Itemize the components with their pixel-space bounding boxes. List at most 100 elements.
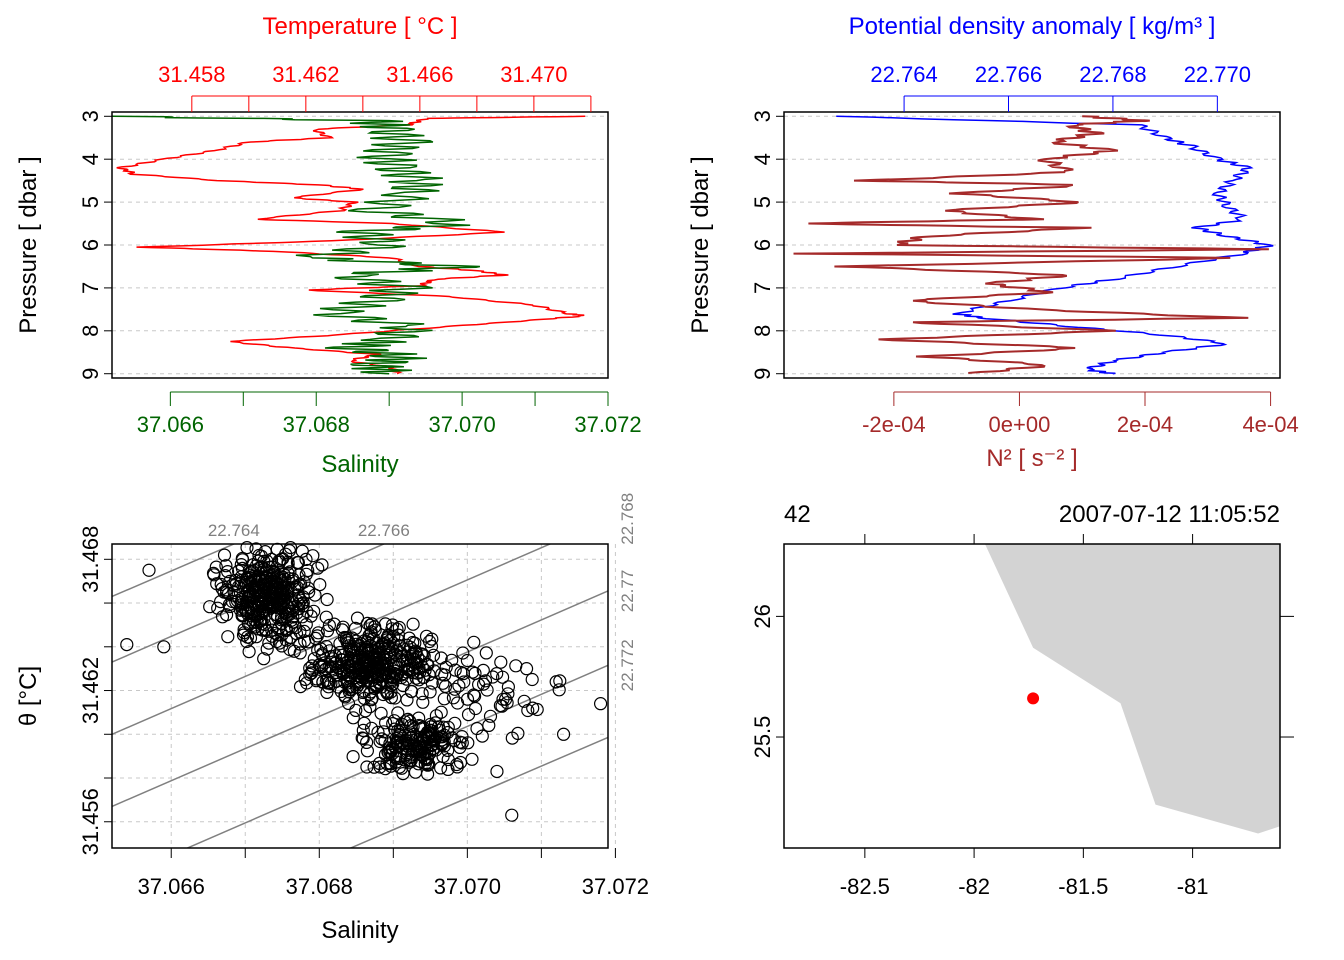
p3-point-970 bbox=[437, 692, 451, 706]
p3-point-897 bbox=[391, 706, 405, 720]
panel-density-n2-profile: 22.764 22.766 22.768 22.770 -2e-04 0e+00 2e-0… bbox=[687, 13, 1299, 472]
p3-point-110 bbox=[260, 642, 274, 656]
p3-point-890 bbox=[434, 705, 448, 719]
p3-point-968 bbox=[499, 692, 513, 706]
p3-point-936 bbox=[486, 670, 500, 684]
p3-point-280 bbox=[301, 563, 315, 578]
p3-point-341 bbox=[272, 554, 286, 568]
p3-point-877 bbox=[387, 714, 401, 728]
p2-density-tick-label-2: 22.768 bbox=[1079, 62, 1146, 87]
p3-isopycnal-label-0: 22.764 bbox=[208, 521, 260, 540]
p3-point-975 bbox=[490, 666, 504, 681]
p3-point-726 bbox=[347, 641, 361, 655]
p3-point-716 bbox=[338, 688, 352, 703]
p3-point-264 bbox=[297, 624, 311, 639]
p3-point-727 bbox=[349, 703, 363, 718]
p1-temperature-tick-label-0: 31.458 bbox=[158, 62, 225, 87]
p3-point-869 bbox=[379, 716, 393, 730]
p3-point-63 bbox=[209, 560, 223, 574]
p3-point-683 bbox=[406, 635, 420, 650]
p3-point-333 bbox=[247, 613, 262, 627]
p3-point-316 bbox=[221, 564, 235, 579]
p3-point-900 bbox=[435, 738, 449, 752]
p3-point-892 bbox=[393, 723, 407, 738]
p3-point-707 bbox=[409, 645, 423, 659]
p3-theta-tick-label-2: 31.468 bbox=[78, 526, 103, 593]
p3-point-358 bbox=[273, 590, 287, 605]
p3-point-648 bbox=[424, 639, 439, 654]
p3-point-725 bbox=[408, 655, 422, 669]
p3-point-985 bbox=[556, 727, 571, 741]
p3-point-616 bbox=[339, 630, 353, 645]
p3-point-719 bbox=[357, 669, 371, 683]
p3-point-686 bbox=[381, 687, 395, 701]
p3-point-943 bbox=[448, 663, 462, 677]
p3-point-558 bbox=[289, 626, 304, 641]
p3-point-217 bbox=[313, 577, 327, 592]
p4-lon-tick-label-1: -82 bbox=[958, 874, 990, 899]
p3-point-736 bbox=[329, 665, 343, 680]
p3-point-308 bbox=[283, 540, 298, 555]
p3-point-922 bbox=[475, 729, 489, 743]
p3-point-974 bbox=[450, 696, 465, 710]
p3-isopycnal-label-3: 22.77 bbox=[618, 570, 637, 613]
p3-point-348 bbox=[296, 596, 310, 610]
p3-point-913 bbox=[389, 740, 403, 754]
p3-point-853 bbox=[346, 711, 360, 725]
p3-point-905 bbox=[453, 755, 468, 770]
p3-point-908 bbox=[371, 725, 385, 739]
p1-pressure-tick-label-4: 7 bbox=[78, 282, 103, 294]
p1-salinity-line bbox=[111, 115, 481, 375]
p3-point-934 bbox=[483, 709, 498, 723]
p3-point-152 bbox=[307, 604, 321, 618]
p3-point-888 bbox=[367, 760, 381, 774]
p3-point-945 bbox=[429, 709, 443, 723]
p4-lon-tick-label-3: -81 bbox=[1177, 874, 1209, 899]
p1-pressure-tick-label-1: 4 bbox=[78, 153, 103, 165]
p3-point-852 bbox=[450, 760, 464, 774]
p3-point-953 bbox=[448, 682, 462, 696]
p3-point-307 bbox=[289, 620, 303, 635]
p3-point-73 bbox=[320, 592, 334, 607]
p3-point-489 bbox=[415, 687, 429, 701]
p3-point-954 bbox=[525, 672, 539, 687]
p3-point-901 bbox=[384, 757, 398, 771]
p3-point-955 bbox=[509, 659, 523, 673]
p3-point-858 bbox=[436, 720, 450, 734]
p1-pressure-axis: 3 4 5 6 7 8 9 bbox=[78, 110, 112, 380]
p3-point-977 bbox=[456, 666, 470, 681]
p3-point-128 bbox=[242, 644, 256, 659]
p4-lon-tick-label-0: -82.5 bbox=[840, 874, 890, 899]
p2-pressure-tick-label-5: 8 bbox=[750, 325, 775, 337]
p3-point-682 bbox=[351, 669, 365, 683]
p3-theta-axis: 31.456 31.462 31.468 bbox=[78, 526, 112, 855]
p3-point-981 bbox=[157, 640, 171, 654]
p3-point-960 bbox=[521, 703, 535, 718]
p4-land-polygon bbox=[985, 544, 1280, 834]
p3-point-353 bbox=[206, 566, 221, 581]
p3-point-982 bbox=[519, 662, 534, 676]
p3-point-709 bbox=[329, 655, 344, 669]
p3-point-961 bbox=[435, 667, 449, 681]
p3-point-563 bbox=[402, 631, 416, 645]
p3-point-636 bbox=[320, 685, 334, 700]
p1-salinity-axis: 37.066 37.068 37.070 37.072 bbox=[137, 391, 642, 437]
p3-point-902 bbox=[453, 735, 467, 749]
p3-point-19 bbox=[240, 540, 254, 555]
p1-salinity-tick-label-1: 37.068 bbox=[283, 412, 350, 437]
p3-point-783 bbox=[403, 714, 417, 728]
p2-n2-tick-label-0: -2e-04 bbox=[862, 412, 926, 437]
p3-point-318 bbox=[275, 616, 289, 631]
p3-point-427 bbox=[322, 618, 336, 633]
p1-pressure-axis-label: Pressure [ dbar ] bbox=[15, 156, 42, 333]
p3-point-704 bbox=[380, 685, 394, 700]
p3-point-971 bbox=[494, 655, 508, 669]
p3-point-917 bbox=[420, 751, 434, 765]
p3-point-656 bbox=[341, 696, 356, 711]
p3-point-932 bbox=[445, 653, 459, 667]
p3-point-114 bbox=[311, 561, 325, 575]
p3-point-738 bbox=[416, 647, 430, 662]
p3-isopycnal-1 bbox=[112, 544, 386, 663]
p3-point-944 bbox=[412, 711, 426, 725]
p3-point-351 bbox=[262, 595, 276, 610]
